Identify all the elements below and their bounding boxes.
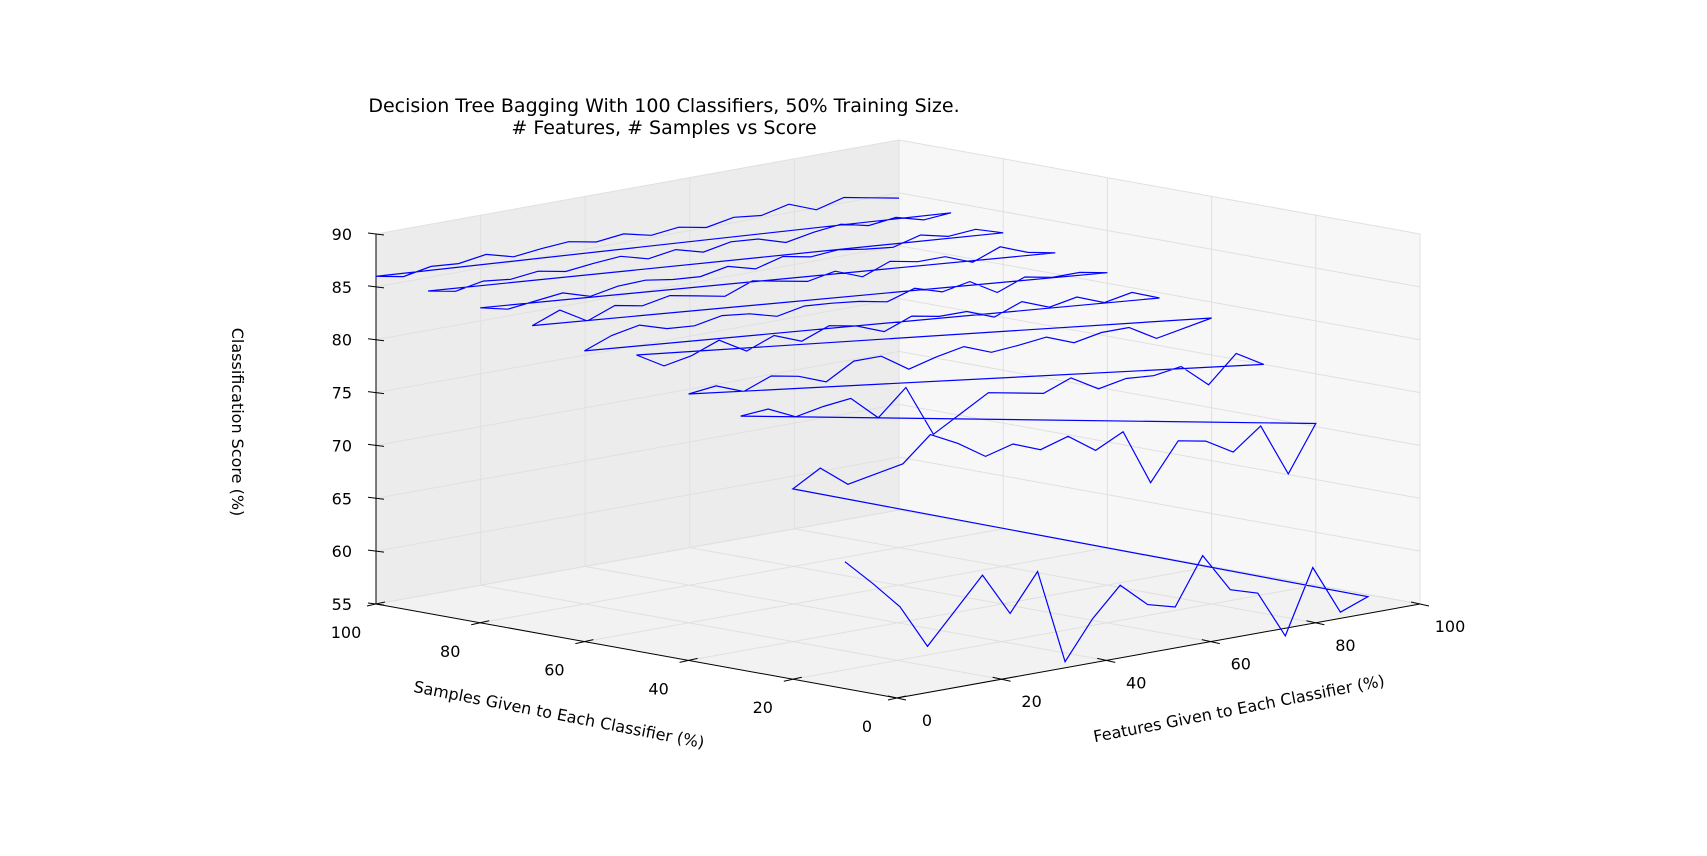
- y-tick-label: 20: [753, 698, 773, 717]
- series-lines: [375, 196, 1370, 664]
- z-tick: [367, 602, 385, 606]
- y-tick-label: 80: [440, 642, 460, 661]
- x-tick-label: 60: [1231, 655, 1251, 674]
- z-tick-label: 65: [332, 489, 352, 508]
- y-tick: [679, 657, 698, 663]
- z-tick-label: 85: [332, 278, 352, 297]
- y-tick-label: 100: [331, 623, 362, 642]
- chart-title: Decision Tree Bagging With 100 Classifie…: [368, 95, 959, 117]
- y-tick: [575, 639, 594, 645]
- x-tick-label: 0: [922, 711, 932, 730]
- axes-panes: [376, 140, 1420, 698]
- grid-line-z: [375, 509, 1421, 605]
- z-tick-label: 55: [332, 595, 352, 614]
- z-tick-label: 60: [332, 542, 352, 561]
- x-axis-line: [896, 603, 1421, 699]
- axis-ticks: [366, 232, 1430, 701]
- x-tick: [1410, 601, 1430, 607]
- x-tick-label: 100: [1435, 617, 1466, 636]
- z-tick: [367, 391, 385, 395]
- chart-subtitle: # Features, # Samples vs Score: [511, 117, 816, 139]
- grid-line-z: [375, 298, 1421, 394]
- z-tick: [367, 549, 385, 553]
- x-tick: [1097, 657, 1116, 663]
- z-tick: [367, 496, 385, 500]
- x-tick-label: 80: [1335, 636, 1355, 655]
- grid-line-z: [375, 456, 1421, 552]
- z-tick: [367, 443, 385, 447]
- z-tick-label: 70: [332, 436, 352, 455]
- y-tick-label: 60: [544, 661, 564, 680]
- x-tick-label: 20: [1021, 692, 1041, 711]
- x-tick-label: 40: [1126, 673, 1146, 692]
- z-tick: [367, 232, 385, 236]
- z-tick-label: 80: [332, 331, 352, 350]
- z-tick-label: 90: [332, 225, 352, 244]
- y-tick-label: 40: [648, 679, 668, 698]
- grid-line-z: [375, 403, 1421, 499]
- z-tick-label: 75: [332, 384, 352, 403]
- x-tick: [992, 676, 1011, 682]
- back-right-pane: [899, 140, 1420, 604]
- y-axis-line: [375, 603, 898, 699]
- x-tick: [1306, 620, 1325, 626]
- z-tick: [367, 338, 385, 342]
- axis-lines: [375, 234, 1421, 699]
- x-tick: [1201, 639, 1220, 645]
- grid-line-z: [375, 192, 1421, 288]
- y-tick: [783, 676, 802, 682]
- score-line: [375, 196, 1370, 664]
- z-axis-label: Classification Score (%): [228, 328, 247, 517]
- grid-line-z: [375, 245, 1421, 341]
- grid-line-z: [375, 139, 1421, 235]
- y-tick: [471, 620, 490, 626]
- y-tick-label: 0: [862, 717, 872, 736]
- z-tick: [367, 285, 385, 289]
- y-tick: [887, 695, 907, 701]
- tick-labels: 0 20 40 60 80 100 0 20 40 60 80 100 55 60 65 70 75 80 85 90: [331, 225, 1466, 736]
- grid-line-z: [375, 350, 1421, 446]
